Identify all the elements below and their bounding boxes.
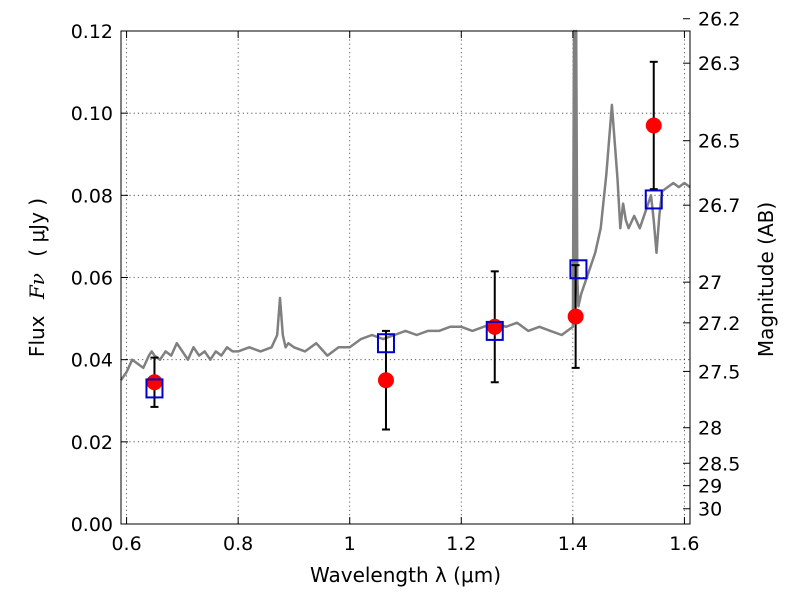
series-layer	[119, 29, 691, 431]
x-tick-label: 0.8	[223, 533, 253, 555]
x-tick-label: 1.6	[669, 533, 699, 555]
photometry-point	[146, 374, 163, 391]
model-square-marker	[145, 378, 164, 399]
secondary-y-axis-label: Magnitude (AB)	[754, 202, 778, 357]
y2-tick-label: 29	[698, 476, 722, 498]
y2-tick-label: 27.5	[698, 361, 740, 383]
y2-tick-label: 26.3	[698, 53, 740, 75]
y-tick-label: 0.02	[71, 432, 113, 454]
model-square-marker	[485, 320, 504, 341]
x-tick-label: 1	[344, 533, 356, 555]
x-tick-label: 0.6	[111, 533, 141, 555]
y-tick-label: 0.10	[71, 103, 113, 125]
y-tick-label: 0.12	[71, 21, 113, 43]
y2-tick-label: 26.5	[698, 131, 740, 153]
y-axis-label: Flux Fν ( μJy )	[25, 198, 49, 357]
y-tick-label: 0.00	[71, 514, 113, 536]
photometry-point	[645, 117, 662, 134]
x-tick-label: 1.2	[446, 533, 476, 555]
x-tick-label: 1.4	[558, 533, 588, 555]
y2-tick-label: 28	[698, 418, 722, 440]
grid-lines	[121, 30, 690, 525]
photometry-point	[377, 372, 394, 389]
y-axis-label-symbol: Fν	[25, 273, 49, 300]
model-square-marker	[376, 333, 395, 354]
y2-tick-label: 26.7	[698, 195, 740, 217]
y2-tick-label: 27	[698, 272, 722, 294]
model-square-marker	[644, 189, 663, 210]
y-tick-label: 0.04	[71, 350, 113, 372]
y2-tick-label: 27.2	[698, 313, 740, 335]
axis-ticks: 0.6 0.8 1 1.2 1.4 1.6 0.00 0.02 0.04 0.06 0.08 0.10…	[71, 9, 741, 555]
y-axis-label-text: Flux	[25, 315, 49, 357]
y-axis-label-unit: ( μJy )	[25, 198, 49, 257]
model-square-marker	[569, 259, 588, 280]
x-axis-label: Wavelength λ (μm)	[310, 563, 501, 587]
y2-tick-label: 26.2	[698, 9, 740, 31]
y-tick-label: 0.08	[71, 185, 113, 207]
y2-tick-label: 30	[698, 499, 722, 521]
y-tick-label: 0.06	[71, 268, 113, 290]
y2-tick-label: 28.5	[698, 453, 740, 475]
spectrum-line	[119, 29, 691, 381]
photometry-point	[567, 308, 584, 325]
